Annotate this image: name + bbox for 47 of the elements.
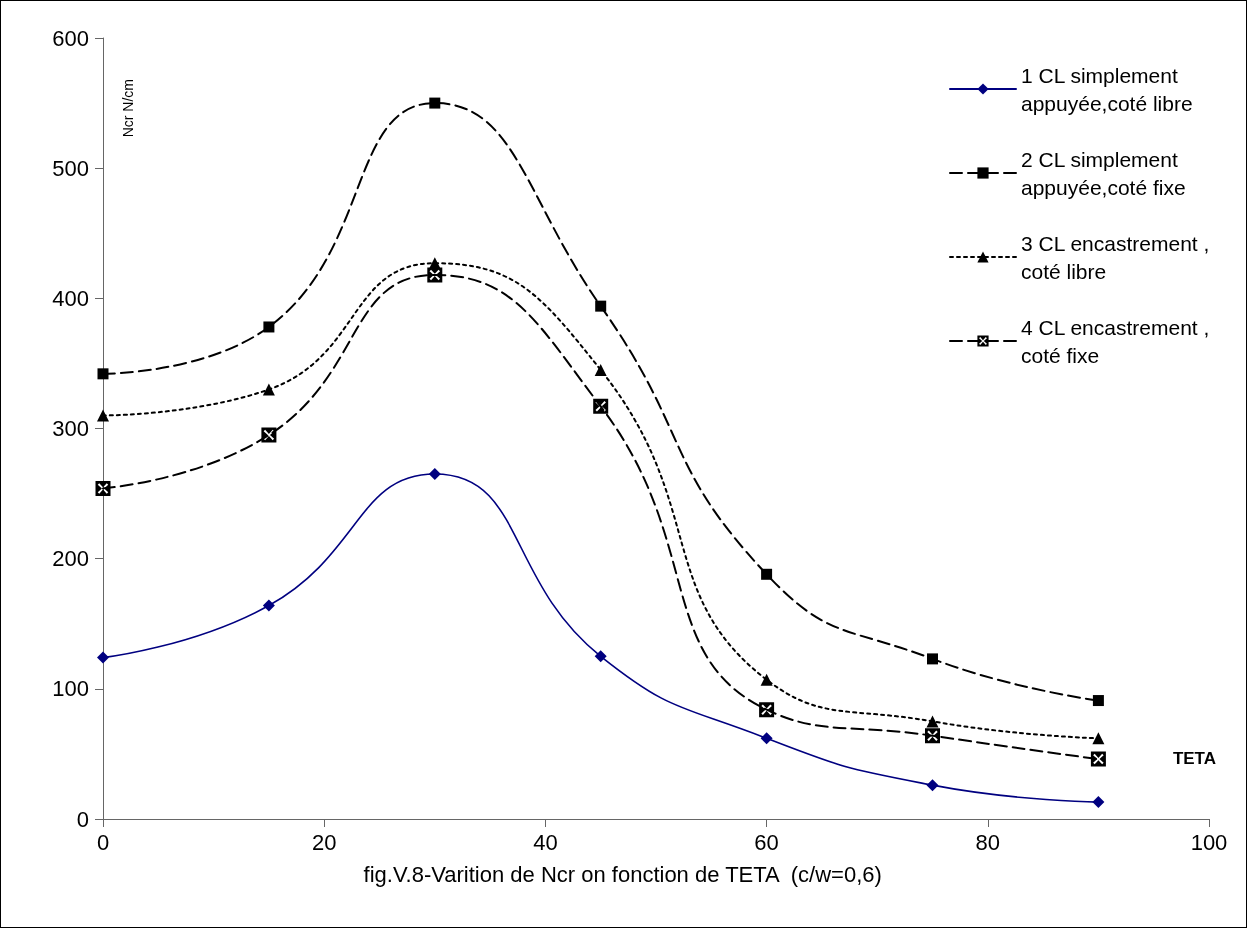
point [1092,695,1104,707]
x-tick-label: 0 [96,829,110,855]
x-axis-title: TETA [1172,749,1216,768]
point [1090,751,1106,767]
point [97,409,109,422]
point [760,732,773,745]
y-axis-title: Ncr N/cm [120,79,136,138]
y-tick-label: 600 [52,25,89,51]
point [262,599,275,612]
point [97,368,109,380]
legend-label: 4 CL encastrement , coté fixe [1021,315,1216,367]
point [926,779,939,792]
point [263,321,275,333]
x-tick-label: 40 [533,829,558,855]
point [1092,732,1105,745]
point [593,398,609,414]
x-tick-label: 100 [1190,829,1228,855]
legend-label: 1 CL simplement appuyée,coté libre [1021,63,1193,115]
point [926,715,939,728]
point [761,568,773,580]
y-tick-label: 300 [52,416,89,441]
x-tick-label: 80 [975,829,1001,855]
point [262,383,275,396]
point [429,97,441,109]
y-tick-label: 500 [52,155,89,181]
legend-label: 2 CL simplement appuyée,coté fixe [1021,147,1186,199]
text: fig.V.8-Varition de Ncr on fonction de TETA (c/w=0,6) [363,861,882,887]
point [95,480,111,496]
x-tick-label: 60 [754,829,779,855]
point [97,651,109,664]
point [428,468,441,481]
point [759,702,775,718]
point [595,300,607,312]
point [594,363,607,376]
y-tick-label: 0 [76,806,89,832]
point [594,650,607,663]
point [1092,796,1105,809]
y-tick-label: 200 [52,546,89,572]
point [427,267,443,283]
point [760,673,773,686]
point [925,728,940,744]
y-tick-label: 100 [52,676,89,702]
y-tick-label: 400 [52,285,89,311]
point [927,653,938,665]
legend-label: 3 CL encastrement , coté libre [1021,231,1216,283]
x-tick-label: 20 [311,829,337,855]
point [261,427,277,443]
